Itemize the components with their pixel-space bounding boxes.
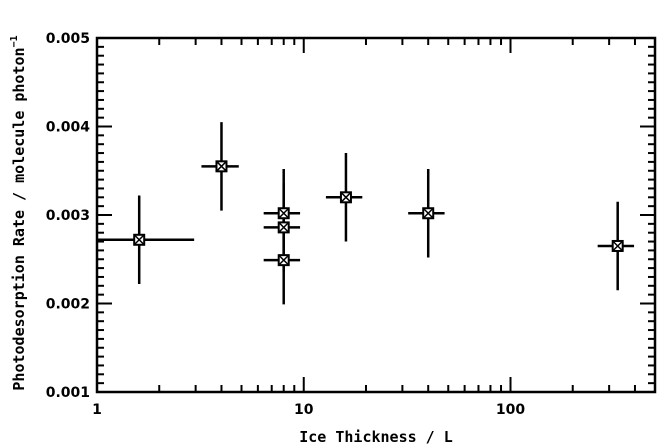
data-point [339,191,352,204]
marker-cross [340,191,352,203]
marker-cross [422,207,434,219]
plot-frame [95,36,657,394]
x-tick-label: 1 [92,402,102,418]
error-bars [97,122,635,305]
y-tick-label: 0.001 [46,385,90,401]
data-point [215,160,228,173]
y-tick-label: 0.003 [46,208,90,224]
tick-labels: 1 10 100 0.001 0.002 0.003 0.004 0.005 [46,31,526,418]
x-axis-label: Ice Thickness / L [299,428,453,446]
y-tick-label: 0.004 [46,120,91,136]
minor-ticks [97,38,656,392]
marker-cross [278,254,290,266]
x-tick-label: 10 [294,402,314,418]
data-point [277,221,290,234]
data-point [422,207,435,220]
marker-cross [612,240,624,252]
y-axis-label-main: Photodesorption Rate / molecule photon [10,47,28,390]
marker-cross [215,160,228,172]
y-axis-label: Photodesorption Rate / molecule photon−1 [9,35,28,390]
y-tick-label: 0.005 [46,31,90,47]
marker-cross [278,207,290,219]
y-axis-label-superscript: −1 [9,35,20,47]
data-point [277,254,290,267]
y-tick-label: 0.002 [46,297,90,313]
data-point [611,239,624,252]
marker-cross [133,234,145,246]
data-markers [133,160,624,267]
data-point [133,233,146,246]
data-point [277,207,290,220]
major-ticks [96,37,655,393]
x-tick-label: 100 [496,402,525,418]
marker-cross [278,221,290,233]
